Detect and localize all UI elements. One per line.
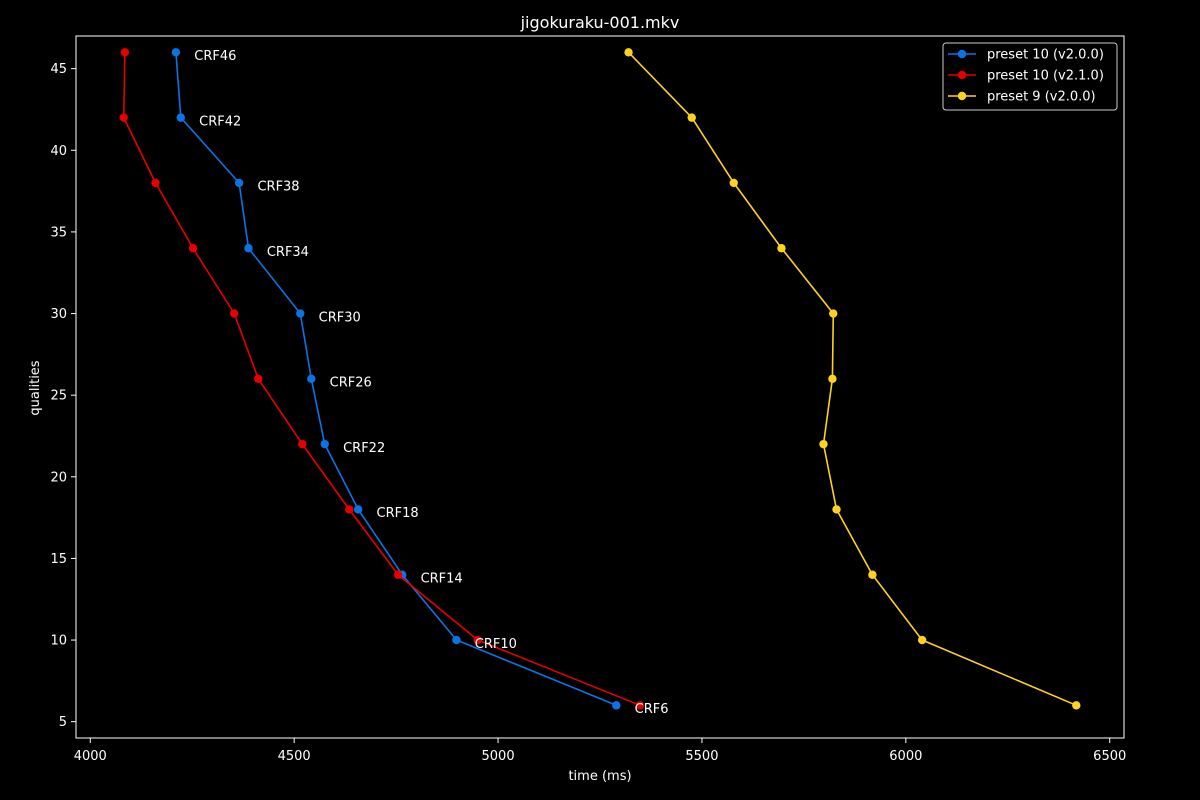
y-tick-label: 35 bbox=[50, 225, 67, 240]
series-layer bbox=[119, 48, 1081, 710]
point-annotation: CRF42 bbox=[199, 114, 241, 129]
x-tick-label: 5000 bbox=[482, 749, 515, 764]
data-point bbox=[452, 635, 461, 645]
x-tick-label: 4500 bbox=[278, 749, 311, 764]
data-point bbox=[353, 505, 363, 514]
y-tick-label: 30 bbox=[50, 307, 67, 322]
point-annotation: CRF30 bbox=[319, 310, 361, 325]
data-point bbox=[345, 505, 354, 514]
x-tick-label: 4000 bbox=[74, 749, 107, 764]
data-point bbox=[188, 244, 198, 253]
data-point bbox=[777, 244, 786, 253]
x-axis-ticks: 4000 4500 5000 5500 6000 6500 bbox=[74, 738, 1126, 764]
y-tick-label: 20 bbox=[50, 470, 67, 485]
data-point bbox=[624, 48, 633, 57]
data-point bbox=[612, 701, 621, 710]
legend-entry: preset 9 (v2.0.0) bbox=[987, 90, 1096, 105]
data-point bbox=[635, 701, 645, 710]
data-point bbox=[828, 374, 837, 384]
data-point bbox=[244, 244, 253, 253]
data-point bbox=[254, 374, 263, 384]
data-point bbox=[176, 113, 185, 122]
y-axis-ticks: 5 10 15 20 25 30 35 40 45 bbox=[50, 62, 76, 730]
legend-marker bbox=[957, 70, 967, 80]
data-point bbox=[307, 374, 316, 384]
legend-entry: preset 10 (v2.0.0) bbox=[987, 48, 1104, 63]
data-point bbox=[473, 635, 482, 645]
data-point bbox=[234, 178, 244, 188]
legend-marker bbox=[957, 49, 967, 59]
data-point bbox=[687, 113, 696, 122]
data-point bbox=[819, 439, 828, 449]
data-point bbox=[917, 635, 927, 645]
data-point bbox=[230, 309, 239, 318]
data-point bbox=[298, 439, 307, 449]
x-tick-label: 5500 bbox=[685, 749, 718, 764]
x-axis-label: time (ms) bbox=[568, 769, 631, 784]
x-tick-label: 6000 bbox=[889, 749, 922, 764]
point-annotation: CRF22 bbox=[343, 441, 385, 456]
legend-marker bbox=[957, 91, 967, 101]
point-annotation: CRF38 bbox=[257, 180, 299, 195]
point-annotation: CRF34 bbox=[267, 245, 309, 260]
point-annotation: CRF10 bbox=[475, 637, 517, 652]
y-tick-label: 10 bbox=[50, 634, 67, 649]
data-point bbox=[868, 570, 877, 579]
data-point bbox=[171, 48, 181, 57]
point-annotation: CRF14 bbox=[421, 572, 463, 587]
legend-entry: preset 10 (v2.1.0) bbox=[987, 69, 1104, 84]
data-point bbox=[119, 113, 128, 122]
y-tick-label: 15 bbox=[50, 552, 67, 567]
y-axis-label: qualities bbox=[28, 360, 43, 415]
data-point bbox=[320, 439, 329, 449]
point-annotation: CRF26 bbox=[330, 376, 372, 391]
point-annotation: CRF46 bbox=[194, 49, 236, 64]
y-tick-label: 5 bbox=[59, 715, 67, 730]
data-point bbox=[729, 178, 738, 188]
y-tick-label: 45 bbox=[50, 62, 67, 77]
y-tick-label: 40 bbox=[50, 144, 67, 159]
data-point bbox=[829, 309, 838, 318]
data-point bbox=[1072, 701, 1081, 710]
data-point bbox=[832, 505, 841, 514]
x-tick-label: 6500 bbox=[1093, 749, 1126, 764]
data-point bbox=[296, 309, 305, 318]
plot-area-frame bbox=[75, 35, 1125, 739]
data-point bbox=[120, 48, 130, 57]
legend: preset 10 (v2.0.0) preset 10 (v2.1.0) pres… bbox=[942, 42, 1118, 111]
data-point bbox=[151, 178, 160, 188]
legend-box bbox=[942, 42, 1118, 111]
point-annotation: CRF6 bbox=[635, 702, 669, 717]
y-tick-label: 25 bbox=[50, 389, 67, 404]
chart-title: jigokuraku-001.mkv bbox=[520, 13, 680, 32]
annotation-layer: CRF46 CRF42 CRF38 CRF34 CRF30 CRF26 CRF22 CRF18… bbox=[194, 49, 668, 717]
point-annotation: CRF18 bbox=[377, 506, 419, 521]
data-point bbox=[393, 570, 403, 579]
